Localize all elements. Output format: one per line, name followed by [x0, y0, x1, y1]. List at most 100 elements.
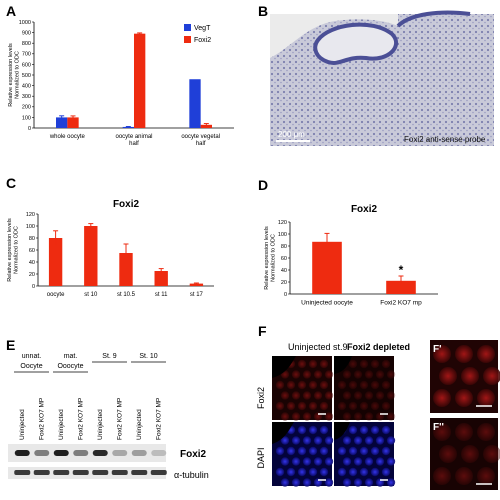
cell-nucleus — [359, 446, 369, 456]
lane-label: Uninjected — [19, 409, 26, 440]
cell-nucleus — [386, 412, 396, 421]
chart-title: Foxi2 — [351, 204, 378, 215]
bar — [312, 241, 342, 294]
lane-label: Uninjected — [136, 409, 143, 440]
cell-nucleus — [386, 370, 396, 379]
cell-nucleus — [297, 446, 307, 456]
inset-cell — [455, 345, 473, 363]
chart-title: Foxi2 — [113, 199, 140, 210]
chart-c: Foxi2 0 20 40 60 80 100 120 Relative expression … — [7, 199, 214, 298]
cell-nucleus — [342, 478, 352, 487]
x-tick-label: Uninjected oocyte — [301, 300, 353, 307]
cell-nucleus — [308, 425, 318, 435]
inset-cell — [433, 467, 451, 485]
cell-nucleus — [319, 359, 329, 369]
bar — [200, 124, 212, 128]
y-tick-label: 0 — [32, 284, 35, 290]
inset-label-f-double-prime: F'' — [433, 422, 444, 433]
cell-nucleus — [324, 457, 334, 466]
y-tick-label: 40 — [281, 268, 287, 274]
cell-nucleus — [364, 436, 374, 445]
cell-nucleus — [319, 401, 329, 411]
y-axis-label: Relative expression levelsNormalized to … — [264, 226, 277, 290]
x-tick-label: oocyte — [47, 292, 65, 298]
col-header-depleted: Foxi2 depleted — [347, 342, 410, 352]
cell-nucleus — [348, 446, 358, 456]
cell-nucleus — [370, 425, 380, 435]
cell-nucleus — [280, 436, 290, 445]
cell-nucleus — [353, 391, 363, 400]
blastocoel-cavity — [313, 22, 399, 65]
lane-label: Uninjected — [97, 409, 104, 440]
panel-e-western-blot: unnat. Oocyte mat. Ooocyte St. 9 St. 10 Uninj… — [8, 353, 209, 480]
x-tick-label: half — [129, 141, 139, 147]
cell-nucleus — [364, 457, 374, 466]
cell-nucleus — [375, 391, 385, 400]
foxi2-band — [112, 450, 128, 456]
cell-nucleus — [324, 370, 334, 379]
lane-label: Foxi2 KO7 MP — [38, 398, 45, 440]
cell-nucleus — [297, 467, 307, 477]
cell-nucleus — [302, 370, 312, 379]
cell-nucleus — [342, 370, 352, 379]
cavity-dark-dapi-b — [334, 422, 350, 440]
tubulin-band — [33, 470, 50, 475]
cell-nucleus — [308, 467, 318, 477]
x-tick-label: oocyte animal — [115, 134, 152, 140]
cell-nucleus — [386, 478, 396, 487]
cell-nucleus — [297, 359, 307, 369]
cell-nucleus — [291, 457, 301, 466]
y-tick-label: 80 — [29, 236, 35, 242]
y-tick-label: 60 — [29, 248, 35, 254]
animal-cap-edge — [396, 10, 471, 28]
cell-nucleus — [381, 401, 391, 411]
legend-label: VegT — [194, 25, 211, 32]
cell-nucleus — [348, 380, 358, 390]
row-label-dapi: DAPI — [256, 447, 266, 468]
cell-nucleus — [280, 391, 290, 400]
cell-nucleus — [313, 370, 323, 379]
cell-nucleus — [337, 380, 347, 390]
bar — [48, 238, 63, 286]
cell-nucleus — [342, 391, 352, 400]
foxi2-band — [53, 450, 69, 456]
cell-nucleus — [375, 370, 385, 379]
x-tick-label: st 10.5 — [117, 292, 136, 298]
y-axis-label: Relative expression levelsNormalized to … — [7, 218, 20, 282]
cell-nucleus — [286, 380, 296, 390]
lane-label: Foxi2 KO7 MP — [155, 398, 162, 440]
cell-nucleus — [370, 446, 380, 456]
cell-nucleus — [337, 467, 347, 477]
cell-nucleus — [308, 401, 318, 411]
lane-group-label: Ooocyte — [57, 363, 83, 370]
legend-swatch — [184, 24, 191, 31]
panel-label-a: A — [6, 3, 16, 19]
cell-nucleus — [302, 457, 312, 466]
lane-group-label: unnat. — [22, 353, 42, 360]
cell-nucleus — [359, 380, 369, 390]
y-tick-label: 700 — [22, 52, 31, 58]
cell-nucleus — [353, 478, 363, 487]
cell-nucleus — [324, 391, 334, 400]
cell-nucleus — [386, 436, 396, 445]
x-tick-label: oocyte vegetal — [181, 134, 220, 140]
cell-nucleus — [324, 436, 334, 445]
cell-nucleus — [308, 359, 318, 369]
cell-nucleus — [324, 412, 334, 421]
y-tick-label: 1000 — [19, 20, 31, 26]
cell-nucleus — [280, 478, 290, 487]
inset-cell — [433, 389, 451, 407]
cavity-dark-foxi2-a — [272, 356, 296, 378]
cell-nucleus — [342, 436, 352, 445]
inset-cell — [483, 367, 500, 385]
y-tick-label: 100 — [278, 232, 287, 238]
cell-nucleus — [313, 391, 323, 400]
cell-nucleus — [275, 401, 285, 411]
inset-cell — [455, 423, 473, 441]
cell-nucleus — [313, 457, 323, 466]
y-tick-label: 120 — [26, 212, 35, 218]
cell-nucleus — [381, 467, 391, 477]
cell-nucleus — [359, 359, 369, 369]
bar — [119, 253, 133, 286]
